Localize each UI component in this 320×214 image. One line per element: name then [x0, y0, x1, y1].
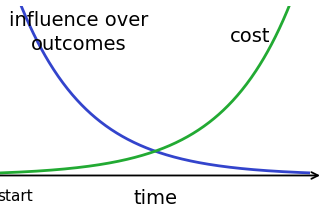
Text: start: start	[0, 189, 33, 204]
Text: time: time	[133, 189, 177, 208]
Text: influence over
outcomes: influence over outcomes	[9, 12, 149, 54]
Text: cost: cost	[230, 27, 270, 46]
